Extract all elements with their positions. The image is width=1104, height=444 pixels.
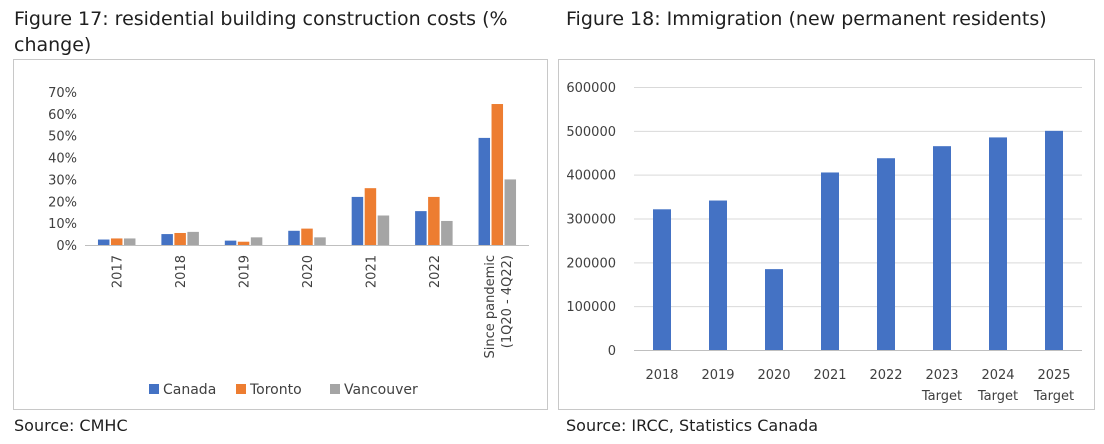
x-tick-label: 2024 (981, 368, 1014, 383)
x-tick-label: Target (977, 389, 1018, 404)
x-tick-label: 2020 (301, 255, 316, 288)
bar-vancouver (504, 179, 517, 245)
x-tick-label: 2021 (813, 368, 846, 383)
bar-immigration (709, 200, 727, 350)
x-tick-label: 2022 (869, 368, 902, 383)
legend-item-canada: Canada (149, 382, 216, 398)
y-tick-label: 0 (608, 344, 616, 359)
legend-swatch-vancouver (330, 384, 340, 394)
bar-vancouver (314, 237, 326, 245)
legend-label: Vancouver (344, 382, 418, 398)
bar-immigration (877, 158, 895, 350)
bar-toronto (428, 196, 440, 245)
x-tick-label: 2021 (364, 255, 379, 288)
bar-immigration (933, 146, 951, 350)
x-tick-label: 2022 (428, 255, 443, 288)
bar-toronto (301, 228, 313, 245)
y-tick-label: 0% (56, 239, 77, 254)
y-tick-label: 10% (48, 217, 77, 232)
figure-18-chart-frame: 0 100000 200000 300000 400000 500000 600000 201… (558, 59, 1095, 410)
bar-immigration (1045, 130, 1063, 350)
legend-label: Canada (163, 382, 216, 398)
figure-18-source: Source: IRCC, Statistics Canada (566, 416, 819, 435)
figure-17-title: Figure 17: residential building construc… (14, 8, 508, 56)
y-tick-label: 40% (48, 152, 77, 167)
x-tick-label: 2019 (701, 368, 734, 383)
immigration-chart: 0 100000 200000 300000 400000 500000 600000 201… (566, 81, 1082, 404)
legend-swatch-canada (149, 384, 159, 394)
legend-swatch-toronto (236, 384, 246, 394)
y-tick-label: 20% (48, 195, 77, 210)
bar-immigration (653, 209, 671, 350)
y-tick-label: 100000 (566, 300, 616, 315)
figure-17-source: Source: CMHC (14, 416, 128, 435)
figure-17-chart-frame: 0% 10% 20% 30% 40% 50% 60% 70% 2017 2018 2019 2020 2… (13, 59, 548, 410)
construction-costs-chart: 0% 10% 20% 30% 40% 50% 60% 70% 2017 2018 2019 2020 2… (48, 86, 529, 398)
bar-immigration (765, 269, 783, 350)
y-tick-label: 200000 (566, 256, 616, 271)
y-tick-label: 600000 (566, 81, 616, 96)
bar-canada (351, 196, 364, 245)
bar-vancouver (187, 231, 199, 245)
x-tick-label: 2017 (111, 255, 126, 288)
figure-18-title: Figure 18: Immigration (new permanent re… (566, 8, 1047, 30)
y-tick-label: 300000 (566, 213, 616, 228)
bar-toronto (174, 232, 186, 245)
x-tick-label: 2018 (645, 368, 678, 383)
bar-toronto (237, 241, 250, 245)
bar-vancouver (250, 237, 263, 245)
x-tick-label: 2025 (1037, 368, 1070, 383)
legend-label: Toronto (249, 382, 302, 398)
legend-item-vancouver: Vancouver (330, 382, 418, 398)
x-tick-label: Since pandemic (483, 255, 498, 359)
y-tick-label: 400000 (566, 169, 616, 184)
x-tick-label: 2018 (174, 255, 189, 288)
bar-canada (224, 240, 237, 245)
bar-toronto (110, 238, 123, 245)
bar-vancouver (377, 215, 390, 245)
bar-immigration (989, 137, 1007, 350)
bar-canada (288, 230, 300, 245)
y-tick-label: 50% (48, 130, 77, 145)
bar-immigration (821, 172, 839, 350)
bar-vancouver (123, 238, 136, 245)
bar-canada (97, 239, 110, 245)
bar-canada (478, 137, 491, 245)
x-tick-label: 2023 (925, 368, 958, 383)
bar-vancouver (441, 220, 453, 245)
bar-canada (415, 211, 427, 245)
bar-toronto (364, 188, 377, 245)
x-tick-label: Target (921, 389, 962, 404)
y-tick-label: 60% (48, 108, 77, 123)
y-tick-label: 70% (48, 86, 77, 101)
bar-toronto (491, 104, 504, 245)
x-tick-label: Target (1033, 389, 1074, 404)
y-tick-label: 500000 (566, 125, 616, 140)
x-tick-label: 2020 (757, 368, 790, 383)
y-tick-label: 30% (48, 173, 77, 188)
legend: Canada Toronto Vancouver (149, 382, 418, 398)
legend-item-toronto: Toronto (236, 382, 302, 398)
x-tick-label: (1Q20 - 4Q22) (500, 255, 515, 348)
x-tick-label: 2019 (238, 255, 253, 288)
bar-canada (161, 234, 173, 245)
